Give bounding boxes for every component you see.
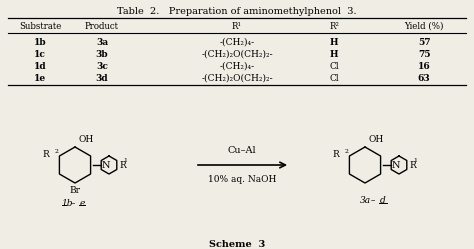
Text: 1b: 1b (61, 199, 73, 208)
Text: –: – (68, 199, 78, 208)
Text: 16: 16 (418, 62, 430, 71)
Text: 2: 2 (55, 149, 59, 154)
Text: 2: 2 (345, 149, 349, 154)
Text: e: e (79, 199, 85, 208)
Text: 1e: 1e (34, 74, 46, 83)
Text: 3a: 3a (359, 196, 371, 205)
Text: d: d (380, 196, 386, 205)
Text: 1c: 1c (34, 50, 46, 59)
Text: Cu–Al: Cu–Al (228, 146, 256, 155)
Text: 10% aq. NaOH: 10% aq. NaOH (208, 175, 276, 184)
Text: 1b: 1b (34, 38, 46, 47)
Text: N: N (102, 161, 110, 170)
Text: 3d: 3d (96, 74, 108, 83)
Text: OH: OH (79, 135, 94, 144)
Text: 1: 1 (123, 158, 127, 163)
Text: R: R (332, 149, 339, 159)
Text: Product: Product (85, 22, 119, 31)
Text: 1: 1 (413, 158, 417, 163)
Text: R: R (119, 161, 126, 170)
Text: H: H (330, 38, 338, 47)
Text: -(CH₂)₄-: -(CH₂)₄- (219, 38, 255, 47)
Text: Scheme  3: Scheme 3 (209, 240, 265, 249)
Text: Cl: Cl (329, 62, 339, 71)
Text: 63: 63 (418, 74, 430, 83)
Text: 3c: 3c (96, 62, 108, 71)
Text: Cl: Cl (329, 74, 339, 83)
Text: 1d: 1d (34, 62, 46, 71)
Text: –: – (368, 196, 378, 205)
Text: 3b: 3b (96, 50, 108, 59)
Text: R²: R² (329, 22, 339, 31)
Text: 57: 57 (418, 38, 430, 47)
Text: R: R (409, 161, 416, 170)
Text: N: N (392, 161, 401, 170)
Text: 3a: 3a (96, 38, 108, 47)
Text: R¹: R¹ (232, 22, 242, 31)
Text: R: R (42, 149, 49, 159)
Text: H: H (330, 50, 338, 59)
Text: Br: Br (70, 186, 81, 195)
Text: -(CH₂)₄-: -(CH₂)₄- (219, 62, 255, 71)
Text: -(CH₂)₂O(CH₂)₂-: -(CH₂)₂O(CH₂)₂- (201, 74, 273, 83)
Text: Yield (%): Yield (%) (404, 22, 444, 31)
Text: -(CH₂)₂O(CH₂)₂-: -(CH₂)₂O(CH₂)₂- (201, 50, 273, 59)
Text: Table  2.   Preparation of aminomethylphenol  3.: Table 2. Preparation of aminomethylpheno… (117, 7, 357, 16)
Text: 75: 75 (418, 50, 430, 59)
Text: OH: OH (369, 135, 384, 144)
Text: Substrate: Substrate (19, 22, 62, 31)
